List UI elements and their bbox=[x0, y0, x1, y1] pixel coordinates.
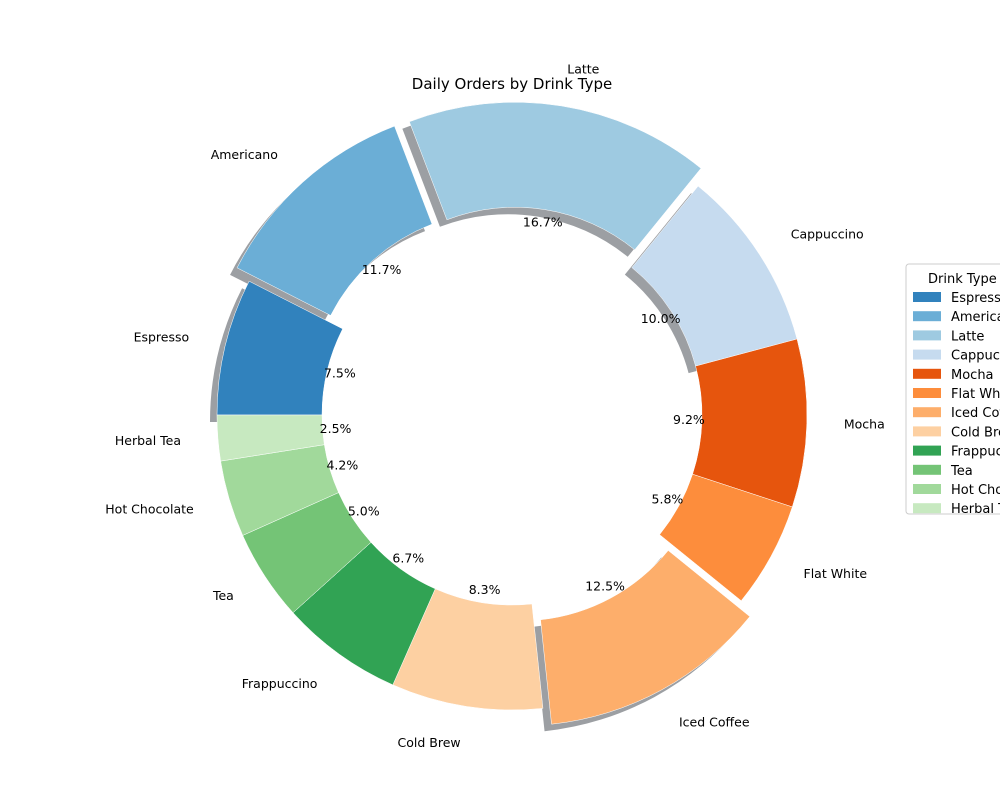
legend-label-cold-brew: Cold Brew bbox=[951, 425, 1000, 440]
pct-label-frappuccino: 6.7% bbox=[392, 550, 424, 565]
legend-label-espresso: Espresso bbox=[951, 291, 1000, 306]
legend-label-tea: Tea bbox=[950, 464, 973, 479]
legend-swatch-mocha bbox=[913, 368, 941, 379]
slice-label-flat-white: Flat White bbox=[804, 566, 868, 581]
legend-swatch-cold-brew bbox=[913, 426, 941, 437]
legend-label-herbal-tea: Herbal Tea bbox=[951, 502, 1000, 517]
pct-label-espresso: 7.5% bbox=[324, 366, 356, 381]
legend-swatch-latte bbox=[913, 330, 941, 341]
slice-label-hot-chocolate: Hot Chocolate bbox=[105, 502, 194, 517]
pct-label-tea: 5.0% bbox=[348, 504, 380, 519]
legend-swatch-herbal-tea bbox=[913, 503, 941, 514]
labels-layer: Espresso 7.5% Americano 11.7% Latte 16.7% Capp… bbox=[105, 61, 884, 750]
pct-label-latte: 16.7% bbox=[523, 214, 563, 229]
slice-flat-white bbox=[659, 473, 793, 602]
legend-swatch-flat-white bbox=[913, 388, 941, 398]
slice-label-cappuccino: Cappuccino bbox=[791, 227, 864, 242]
pct-label-cold-brew: 8.3% bbox=[469, 582, 501, 597]
slice-label-frappuccino: Frappuccino bbox=[242, 676, 318, 691]
pct-label-cappuccino: 10.0% bbox=[641, 311, 681, 326]
legend-swatch-frappuccino bbox=[913, 445, 941, 456]
legend-swatch-espresso bbox=[913, 292, 941, 302]
slice-espresso bbox=[216, 280, 344, 416]
legend-label-latte: Latte bbox=[951, 329, 984, 344]
legend-swatch-iced-coffee bbox=[913, 407, 941, 418]
slice-americano bbox=[236, 125, 433, 316]
legend-swatch-hot-chocolate bbox=[913, 484, 941, 494]
pct-label-mocha: 9.2% bbox=[673, 412, 705, 427]
legend-label-frappuccino: Frappuccino bbox=[951, 445, 1000, 460]
legend-label-flat-white: Flat White bbox=[951, 387, 1000, 402]
pct-label-hot-chocolate: 4.2% bbox=[326, 457, 358, 472]
legend-swatch-americano bbox=[913, 311, 941, 322]
legend-label-cappuccino: Cappuccino bbox=[951, 349, 1000, 364]
slice-latte bbox=[409, 102, 702, 251]
legend-swatch-tea bbox=[913, 464, 941, 475]
slices-layer bbox=[216, 102, 808, 725]
chart-title: Daily Orders by Drink Type bbox=[412, 75, 612, 93]
legend-label-mocha: Mocha bbox=[951, 368, 994, 383]
slice-label-herbal-tea: Herbal Tea bbox=[115, 433, 181, 448]
legend-title: Drink Type bbox=[928, 272, 997, 287]
pct-label-flat-white: 5.8% bbox=[652, 492, 684, 507]
legend-swatch-cappuccino bbox=[913, 349, 941, 360]
legend-label-hot-chocolate: Hot Chocolate bbox=[951, 483, 1000, 498]
legend: Drink Type Espresso Americano Latte Cappucc… bbox=[905, 263, 1000, 517]
slice-label-espresso: Espresso bbox=[134, 330, 190, 345]
slice-label-iced-coffee: Iced Coffee bbox=[679, 715, 750, 730]
slice-label-cold-brew: Cold Brew bbox=[398, 735, 461, 750]
slice-label-latte: Latte bbox=[567, 61, 599, 76]
slice-herbal-tea bbox=[216, 414, 325, 462]
slice-label-tea: Tea bbox=[212, 588, 234, 603]
legend-label-iced-coffee: Iced Coffee bbox=[951, 406, 1000, 421]
legend-items: Espresso Americano Latte Cappuccino Mocha Fla… bbox=[913, 291, 1000, 517]
pct-label-iced-coffee: 12.5% bbox=[585, 578, 625, 593]
pct-label-americano: 11.7% bbox=[362, 262, 402, 277]
slice-iced-coffee bbox=[540, 550, 751, 725]
pct-label-herbal-tea: 2.5% bbox=[320, 421, 352, 436]
slice-label-mocha: Mocha bbox=[844, 416, 885, 431]
legend-label-americano: Americano bbox=[951, 310, 1000, 325]
slice-label-americano: Americano bbox=[211, 147, 278, 162]
